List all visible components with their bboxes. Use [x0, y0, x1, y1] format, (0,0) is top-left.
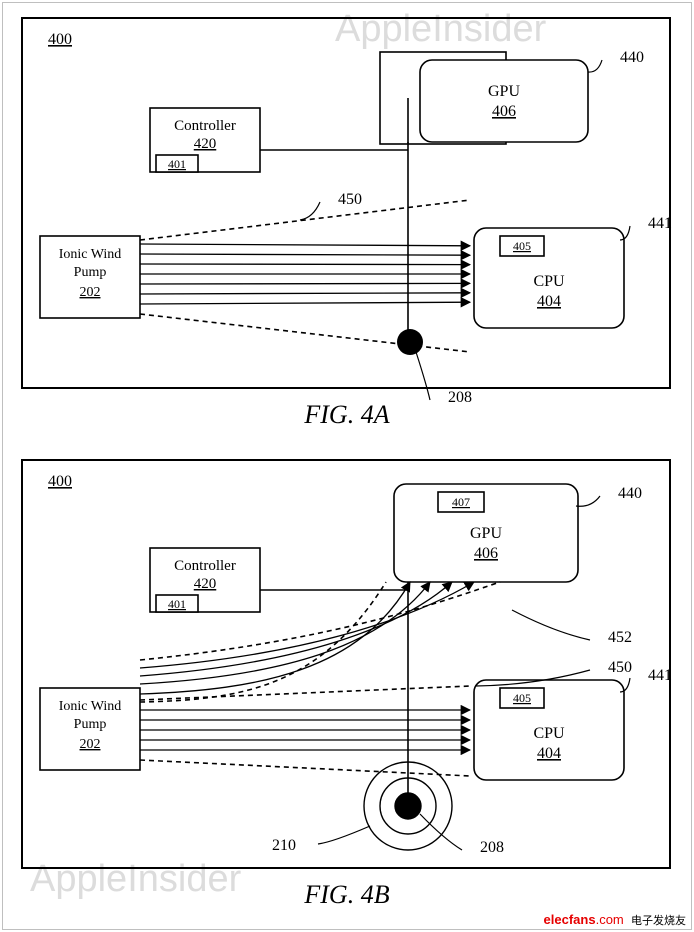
- diagram-svg: 400 Controller 420 401 GPU 406 440 405 CPU 404 441…: [0, 0, 694, 932]
- svg-text:450: 450: [338, 191, 362, 208]
- footer-brand-name: elecfans: [544, 912, 596, 927]
- svg-text:210: 210: [272, 837, 296, 854]
- svg-text:420: 420: [194, 576, 217, 592]
- svg-text:Controller: Controller: [174, 558, 236, 574]
- svg-text:404: 404: [537, 293, 561, 310]
- svg-text:441: 441: [648, 667, 672, 684]
- svg-text:Controller: Controller: [174, 118, 236, 134]
- svg-text:CPU: CPU: [533, 725, 565, 742]
- svg-text:401: 401: [168, 597, 186, 611]
- svg-text:Ionic Wind: Ionic Wind: [59, 247, 122, 262]
- svg-text:400: 400: [48, 31, 72, 48]
- svg-text:452: 452: [608, 629, 632, 646]
- svg-text:401: 401: [168, 157, 186, 171]
- svg-text:202: 202: [80, 285, 101, 300]
- svg-text:406: 406: [474, 545, 498, 562]
- svg-text:406: 406: [492, 103, 516, 120]
- svg-text:CPU: CPU: [533, 273, 565, 290]
- fig-4a-caption: FIG. 4A: [247, 400, 447, 430]
- svg-text:GPU: GPU: [488, 83, 520, 100]
- svg-text:440: 440: [618, 485, 642, 502]
- svg-text:420: 420: [194, 136, 217, 152]
- svg-text:208: 208: [448, 389, 472, 406]
- footer-cn: 电子发烧友: [631, 915, 686, 927]
- svg-text:Pump: Pump: [74, 265, 107, 280]
- svg-text:Ionic Wind: Ionic Wind: [59, 699, 122, 714]
- svg-text:208: 208: [480, 839, 504, 856]
- svg-text:407: 407: [452, 495, 470, 509]
- fig-4b-caption: FIG. 4B: [247, 880, 447, 910]
- footer-brand: elecfans.com 电子发烧友: [544, 912, 686, 928]
- svg-text:450: 450: [608, 659, 632, 676]
- svg-text:404: 404: [537, 745, 561, 762]
- svg-text:202: 202: [80, 737, 101, 752]
- footer-suffix: .com: [596, 912, 624, 927]
- svg-text:405: 405: [513, 239, 531, 253]
- svg-text:405: 405: [513, 691, 531, 705]
- svg-text:Pump: Pump: [74, 717, 107, 732]
- svg-text:400: 400: [48, 473, 72, 490]
- svg-text:440: 440: [620, 49, 644, 66]
- svg-text:GPU: GPU: [470, 525, 502, 542]
- svg-text:441: 441: [648, 215, 672, 232]
